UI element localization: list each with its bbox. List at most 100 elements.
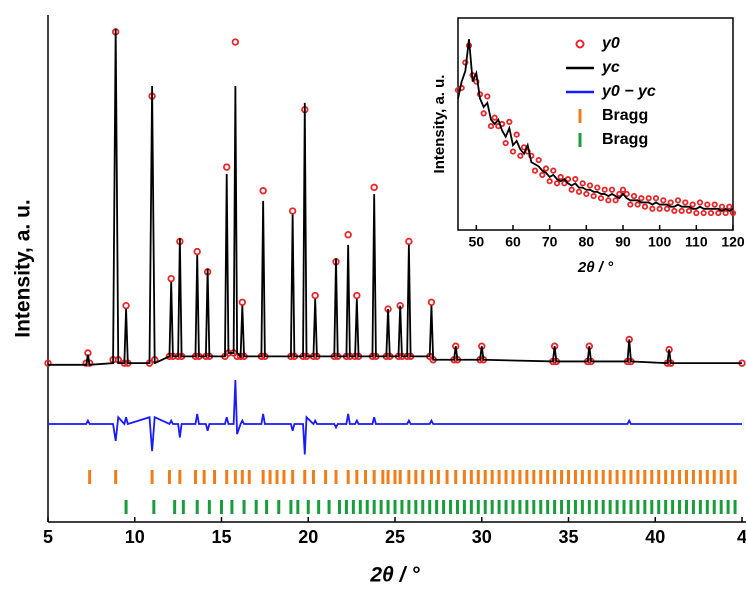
bragg-tick <box>225 470 229 484</box>
bragg-tick <box>476 470 480 484</box>
data-point <box>484 93 491 100</box>
bragg-tick <box>364 470 368 484</box>
data-point <box>663 205 671 212</box>
bragg-tick <box>650 500 654 514</box>
data-point <box>535 156 542 164</box>
data-point <box>616 190 623 198</box>
bragg-tick <box>414 500 418 514</box>
data-point <box>630 192 638 200</box>
data-point <box>575 188 583 195</box>
bragg-tick <box>719 500 723 514</box>
bragg-tick <box>393 500 397 514</box>
bragg-tick <box>678 470 682 484</box>
legend-marker <box>575 39 585 49</box>
bragg-tick <box>282 470 286 484</box>
bragg-tick <box>386 500 390 514</box>
bragg-tick <box>643 470 647 484</box>
data-point <box>608 186 616 193</box>
bragg-tick <box>573 500 577 514</box>
bragg-tick <box>469 500 473 514</box>
bragg-tick <box>483 470 487 484</box>
series-line <box>457 39 734 212</box>
bragg-tick <box>490 500 494 514</box>
data-point <box>597 195 605 202</box>
data-point <box>704 201 711 208</box>
bragg-tick <box>213 470 217 484</box>
data-point <box>513 131 520 138</box>
data-point <box>491 114 498 121</box>
bragg-tick <box>608 500 612 514</box>
bragg-tick <box>242 500 246 514</box>
data-point <box>718 203 726 210</box>
data-point <box>223 163 231 171</box>
bragg-tick <box>622 470 626 484</box>
data-point <box>619 186 627 193</box>
bragg-tick <box>678 500 682 514</box>
bragg-tick <box>518 470 522 484</box>
data-point <box>583 190 590 198</box>
data-point <box>586 182 594 189</box>
bragg-tick <box>220 500 223 514</box>
bragg-tick <box>398 470 402 484</box>
bragg-tick <box>712 500 716 514</box>
bragg-tick <box>601 500 605 514</box>
bragg-tick <box>393 470 397 484</box>
data-point <box>579 180 586 187</box>
bragg-tick <box>608 470 612 484</box>
data-point <box>238 298 247 306</box>
x-tick-label: 100 <box>648 233 672 249</box>
bragg-tick <box>372 500 376 514</box>
data-point <box>601 186 608 193</box>
bragg-tick <box>173 500 177 514</box>
data-point <box>561 180 568 187</box>
bragg-tick <box>726 500 730 514</box>
data-point <box>259 187 267 195</box>
bragg-tick <box>705 500 709 514</box>
bragg-tick <box>462 500 466 514</box>
bragg-tick <box>289 500 293 514</box>
legend-label: Bragg <box>602 107 648 124</box>
legend-label: y0 <box>601 35 620 52</box>
bragg-tick <box>580 500 584 514</box>
bragg-tick <box>712 470 716 484</box>
bragg-tick <box>594 470 598 484</box>
bragg-tick <box>365 500 369 514</box>
data-point <box>696 199 704 206</box>
data-point <box>531 167 539 174</box>
data-point <box>502 139 509 147</box>
bragg-tick <box>181 500 185 514</box>
data-point <box>660 197 667 204</box>
data-point <box>667 199 674 206</box>
bragg-tick <box>442 500 446 514</box>
bragg-tick <box>504 500 508 514</box>
bragg-tick <box>601 470 605 484</box>
x-axis-label: 2θ / ° <box>369 564 420 587</box>
data-point <box>553 180 561 187</box>
series-line <box>48 380 742 455</box>
bragg-tick <box>247 470 251 484</box>
data-point <box>645 195 652 202</box>
bragg-tick <box>504 470 508 484</box>
bragg-tick <box>497 500 501 514</box>
bragg-tick <box>193 470 197 484</box>
bragg-tick <box>114 470 118 484</box>
bragg-tick <box>511 500 515 514</box>
data-point <box>707 209 715 217</box>
data-point <box>671 207 678 215</box>
data-point <box>550 167 557 174</box>
data-point <box>405 237 413 246</box>
bragg-tick <box>240 470 244 484</box>
bragg-tick <box>657 470 661 484</box>
bragg-tick <box>327 500 331 514</box>
bragg-tick <box>195 500 199 514</box>
bragg-tick <box>594 500 598 514</box>
bragg-tick <box>622 500 626 514</box>
x-tick-label: 80 <box>579 233 595 249</box>
bragg-tick <box>525 500 529 514</box>
bragg-tick <box>455 500 459 514</box>
bragg-tick <box>202 470 206 484</box>
data-point <box>693 209 700 217</box>
data-point <box>715 209 722 217</box>
bragg-tick <box>636 470 640 484</box>
data-point <box>568 186 575 193</box>
